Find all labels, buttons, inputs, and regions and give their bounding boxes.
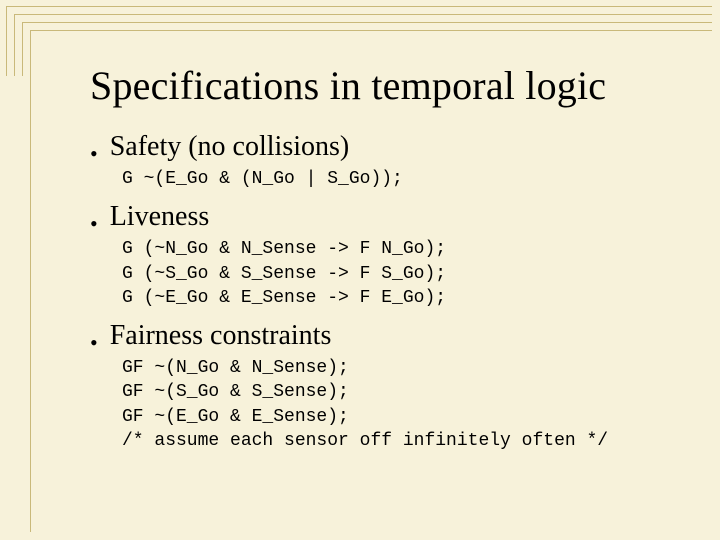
- code-block: GF ~(N_Go & N_Sense); GF ~(S_Go & S_Sens…: [122, 356, 700, 453]
- code-block: G (~N_Go & N_Sense -> F N_Go); G (~S_Go …: [122, 237, 700, 310]
- bullet-marker: •: [90, 332, 98, 354]
- slide-title: Specifications in temporal logic: [90, 62, 700, 109]
- bullet-label: Safety (no collisions): [110, 131, 350, 163]
- bullet-item: • Fairness constraints: [90, 320, 700, 352]
- bullet-marker: •: [90, 143, 98, 165]
- slide-content: Specifications in temporal logic • Safet…: [90, 62, 700, 463]
- bullet-item: • Liveness: [90, 201, 700, 233]
- bullet-label: Fairness constraints: [110, 320, 332, 352]
- decorative-corner: [0, 0, 80, 540]
- code-block: G ~(E_Go & (N_Go | S_Go));: [122, 167, 700, 191]
- bullet-item: • Safety (no collisions): [90, 131, 700, 163]
- bullet-label: Liveness: [110, 201, 210, 233]
- bullet-marker: •: [90, 213, 98, 235]
